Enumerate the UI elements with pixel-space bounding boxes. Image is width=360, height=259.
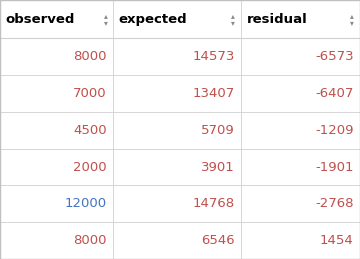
Text: -6573: -6573 xyxy=(315,50,354,63)
Text: -1209: -1209 xyxy=(315,124,354,137)
Bar xyxy=(0,0,360,38)
Text: -2768: -2768 xyxy=(315,197,354,210)
Text: 14768: 14768 xyxy=(193,197,235,210)
Bar xyxy=(0,149,360,185)
Bar xyxy=(0,75,360,112)
Text: 6546: 6546 xyxy=(201,234,235,247)
Bar xyxy=(0,185,360,222)
Bar xyxy=(0,38,360,75)
Text: 8000: 8000 xyxy=(73,50,107,63)
Text: residual: residual xyxy=(247,13,307,26)
Text: ▴
▾: ▴ ▾ xyxy=(231,11,235,27)
Text: observed: observed xyxy=(5,13,75,26)
Text: 2000: 2000 xyxy=(73,161,107,174)
Text: 14573: 14573 xyxy=(192,50,235,63)
Text: ▴
▾: ▴ ▾ xyxy=(350,11,354,27)
Text: 12000: 12000 xyxy=(65,197,107,210)
Text: 8000: 8000 xyxy=(73,234,107,247)
Text: 7000: 7000 xyxy=(73,87,107,100)
Text: 3901: 3901 xyxy=(201,161,235,174)
Text: 4500: 4500 xyxy=(73,124,107,137)
Text: 13407: 13407 xyxy=(193,87,235,100)
Bar xyxy=(0,112,360,149)
Text: expected: expected xyxy=(119,13,188,26)
Text: -1901: -1901 xyxy=(315,161,354,174)
Text: 5709: 5709 xyxy=(201,124,235,137)
Text: -6407: -6407 xyxy=(315,87,354,100)
Bar xyxy=(0,222,360,259)
Text: ▴
▾: ▴ ▾ xyxy=(104,11,107,27)
Text: 1454: 1454 xyxy=(320,234,354,247)
